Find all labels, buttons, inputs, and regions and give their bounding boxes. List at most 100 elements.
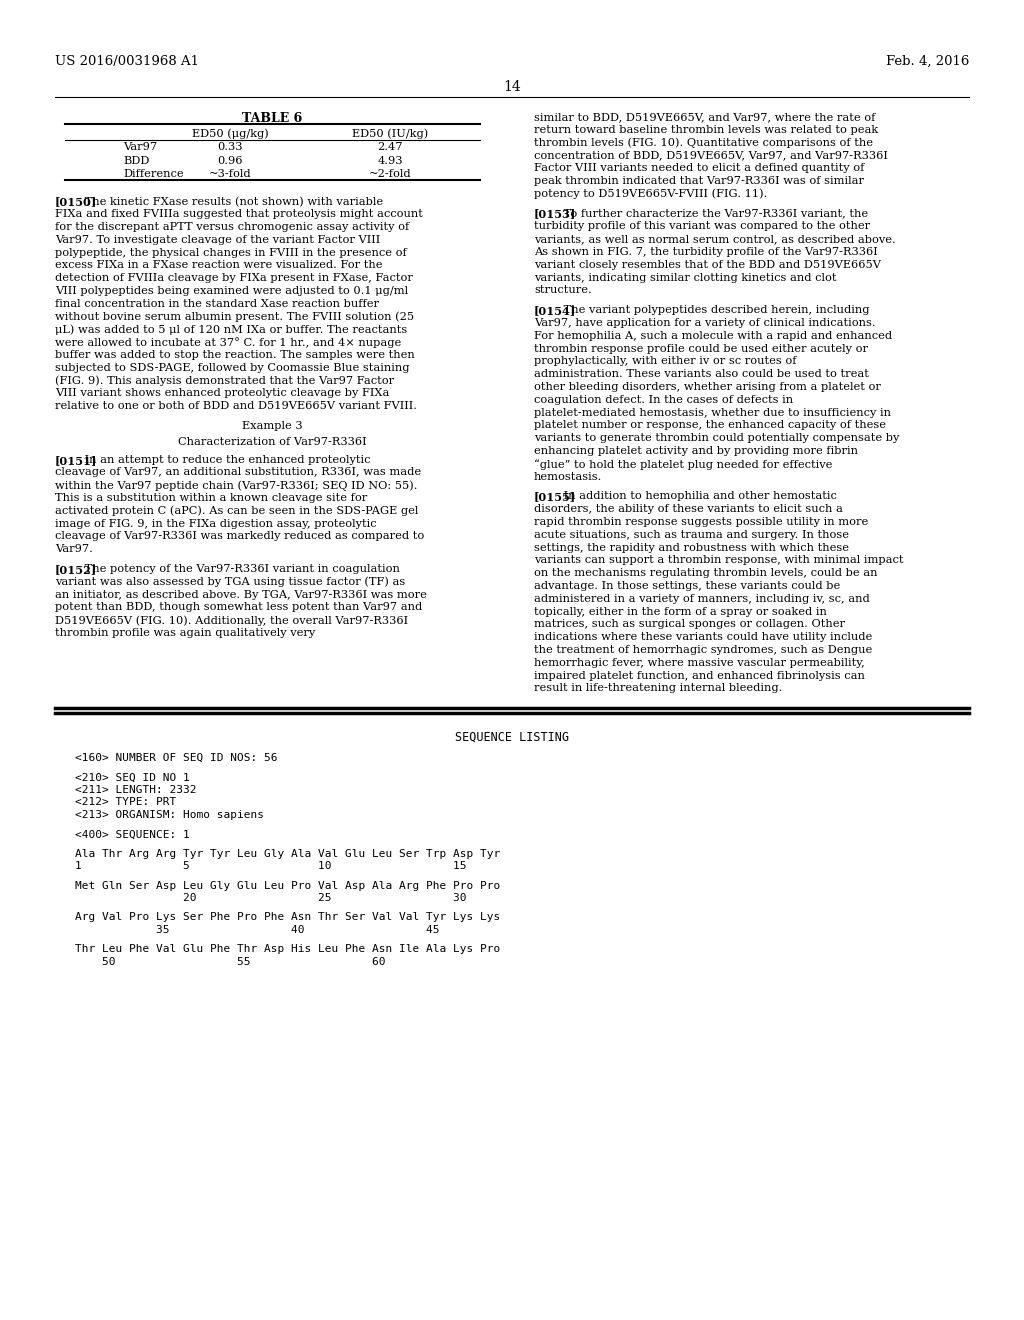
Text: 50                  55                  60: 50 55 60: [75, 957, 385, 966]
Text: subjected to SDS-PAGE, followed by Coomassie Blue staining: subjected to SDS-PAGE, followed by Cooma…: [55, 363, 410, 372]
Text: activated protein C (aPC). As can be seen in the SDS-PAGE gel: activated protein C (aPC). As can be see…: [55, 506, 419, 516]
Text: ~2-fold: ~2-fold: [369, 169, 412, 180]
Text: 2.47: 2.47: [377, 143, 402, 152]
Text: (FIG. 9). This analysis demonstrated that the Var97 Factor: (FIG. 9). This analysis demonstrated tha…: [55, 376, 394, 387]
Text: VIII variant shows enhanced proteolytic cleavage by FIXa: VIII variant shows enhanced proteolytic …: [55, 388, 389, 399]
Text: Ala Thr Arg Arg Tyr Tyr Leu Gly Ala Val Glu Leu Ser Trp Asp Tyr: Ala Thr Arg Arg Tyr Tyr Leu Gly Ala Val …: [75, 849, 501, 859]
Text: 14: 14: [503, 81, 521, 94]
Text: administration. These variants also could be used to treat: administration. These variants also coul…: [534, 370, 869, 379]
Text: excess FIXa in a FXase reaction were visualized. For the: excess FIXa in a FXase reaction were vis…: [55, 260, 383, 271]
Text: <400> SEQUENCE: 1: <400> SEQUENCE: 1: [75, 829, 189, 840]
Text: structure.: structure.: [534, 285, 592, 296]
Text: impaired platelet function, and enhanced fibrinolysis can: impaired platelet function, and enhanced…: [534, 671, 865, 681]
Text: final concentration in the standard Xase reaction buffer: final concentration in the standard Xase…: [55, 298, 379, 309]
Text: buffer was added to stop the reaction. The samples were then: buffer was added to stop the reaction. T…: [55, 350, 415, 360]
Text: administered in a variety of manners, including iv, sc, and: administered in a variety of manners, in…: [534, 594, 869, 603]
Text: detection of FVIIIa cleavage by FIXa present in FXase, Factor: detection of FVIIIa cleavage by FIXa pre…: [55, 273, 413, 284]
Text: return toward baseline thrombin levels was related to peak: return toward baseline thrombin levels w…: [534, 125, 879, 135]
Text: BDD: BDD: [123, 156, 150, 165]
Text: ~3-fold: ~3-fold: [209, 169, 251, 180]
Text: In addition to hemophilia and other hemostatic: In addition to hemophilia and other hemo…: [560, 491, 837, 502]
Text: The potency of the Var97-R336I variant in coagulation: The potency of the Var97-R336I variant i…: [81, 564, 400, 574]
Text: 0.96: 0.96: [217, 156, 243, 165]
Text: disorders, the ability of these variants to elicit such a: disorders, the ability of these variants…: [534, 504, 843, 515]
Text: This is a substitution within a known cleavage site for: This is a substitution within a known cl…: [55, 494, 368, 503]
Text: As shown in FIG. 7, the turbidity profile of the Var97-R336I: As shown in FIG. 7, the turbidity profil…: [534, 247, 878, 257]
Text: image of FIG. 9, in the FIXa digestion assay, proteolytic: image of FIG. 9, in the FIXa digestion a…: [55, 519, 377, 529]
Text: [0150]: [0150]: [55, 197, 97, 207]
Text: Var97, have application for a variety of clinical indications.: Var97, have application for a variety of…: [534, 318, 876, 327]
Text: <211> LENGTH: 2332: <211> LENGTH: 2332: [75, 785, 197, 795]
Text: [0151]: [0151]: [55, 454, 97, 466]
Text: polypeptide, the physical changes in FVIII in the presence of: polypeptide, the physical changes in FVI…: [55, 248, 407, 257]
Text: To further characterize the Var97-R336I variant, the: To further characterize the Var97-R336I …: [560, 209, 868, 219]
Text: <212> TYPE: PRT: <212> TYPE: PRT: [75, 797, 176, 808]
Text: 4.93: 4.93: [377, 156, 402, 165]
Text: [0152]: [0152]: [55, 564, 97, 576]
Text: For hemophilia A, such a molecule with a rapid and enhanced: For hemophilia A, such a molecule with a…: [534, 331, 892, 341]
Text: The variant polypeptides described herein, including: The variant polypeptides described herei…: [560, 305, 869, 315]
Text: Feb. 4, 2016: Feb. 4, 2016: [886, 55, 969, 69]
Text: 0.33: 0.33: [217, 143, 243, 152]
Text: cleavage of Var97-R336I was markedly reduced as compared to: cleavage of Var97-R336I was markedly red…: [55, 532, 424, 541]
Text: platelet number or response, the enhanced capacity of these: platelet number or response, the enhance…: [534, 420, 886, 430]
Text: Arg Val Pro Lys Ser Phe Pro Phe Asn Thr Ser Val Val Tyr Lys Lys: Arg Val Pro Lys Ser Phe Pro Phe Asn Thr …: [75, 912, 501, 923]
Text: variants, indicating similar clotting kinetics and clot: variants, indicating similar clotting ki…: [534, 273, 837, 282]
Text: Factor VIII variants needed to elicit a defined quantity of: Factor VIII variants needed to elicit a …: [534, 164, 864, 173]
Text: 1               5                   10                  15: 1 5 10 15: [75, 861, 467, 871]
Text: Var97.: Var97.: [55, 544, 93, 554]
Text: acute situations, such as trauma and surgery. In those: acute situations, such as trauma and sur…: [534, 529, 849, 540]
Text: were allowed to incubate at 37° C. for 1 hr., and 4× nupage: were allowed to incubate at 37° C. for 1…: [55, 338, 401, 348]
Text: ED50 (μg/kg): ED50 (μg/kg): [191, 128, 268, 139]
Text: similar to BDD, D519VE665V, and Var97, where the rate of: similar to BDD, D519VE665V, and Var97, w…: [534, 112, 876, 121]
Text: result in life-threatening internal bleeding.: result in life-threatening internal blee…: [534, 684, 782, 693]
Text: variant closely resembles that of the BDD and D519VE665V: variant closely resembles that of the BD…: [534, 260, 881, 269]
Text: μL) was added to 5 μl of 120 nM IXa or buffer. The reactants: μL) was added to 5 μl of 120 nM IXa or b…: [55, 325, 408, 335]
Text: indications where these variants could have utility include: indications where these variants could h…: [534, 632, 872, 643]
Text: advantage. In those settings, these variants could be: advantage. In those settings, these vari…: [534, 581, 841, 591]
Text: on the mechanisms regulating thrombin levels, could be an: on the mechanisms regulating thrombin le…: [534, 568, 878, 578]
Text: <210> SEQ ID NO 1: <210> SEQ ID NO 1: [75, 772, 189, 783]
Text: an initiator, as described above. By TGA, Var97-R336I was more: an initiator, as described above. By TGA…: [55, 590, 427, 599]
Text: Var97. To investigate cleavage of the variant Factor VIII: Var97. To investigate cleavage of the va…: [55, 235, 380, 246]
Text: “glue” to hold the platelet plug needed for effective: “glue” to hold the platelet plug needed …: [534, 459, 833, 470]
Text: TABLE 6: TABLE 6: [243, 112, 303, 125]
Text: 35                  40                  45: 35 40 45: [75, 925, 439, 935]
Text: variants, as well as normal serum control, as described above.: variants, as well as normal serum contro…: [534, 234, 896, 244]
Text: for the discrepant aPTT versus chromogenic assay activity of: for the discrepant aPTT versus chromogen…: [55, 222, 410, 232]
Text: thrombin profile was again qualitatively very: thrombin profile was again qualitatively…: [55, 628, 315, 638]
Text: variants to generate thrombin could potentially compensate by: variants to generate thrombin could pote…: [534, 433, 899, 444]
Text: Difference: Difference: [123, 169, 183, 180]
Text: prophylactically, with either iv or sc routes of: prophylactically, with either iv or sc r…: [534, 356, 797, 367]
Text: Thr Leu Phe Val Glu Phe Thr Asp His Leu Phe Asn Ile Ala Lys Pro: Thr Leu Phe Val Glu Phe Thr Asp His Leu …: [75, 944, 501, 954]
Text: FIXa and fixed FVIIIa suggested that proteolysis might account: FIXa and fixed FVIIIa suggested that pro…: [55, 210, 423, 219]
Text: In an attempt to reduce the enhanced proteolytic: In an attempt to reduce the enhanced pro…: [81, 454, 371, 465]
Text: topically, either in the form of a spray or soaked in: topically, either in the form of a spray…: [534, 607, 826, 616]
Text: hemorrhagic fever, where massive vascular permeability,: hemorrhagic fever, where massive vascula…: [534, 657, 864, 668]
Text: variant was also assessed by TGA using tissue factor (TF) as: variant was also assessed by TGA using t…: [55, 577, 406, 587]
Text: [0154]: [0154]: [534, 305, 577, 317]
Text: Met Gln Ser Asp Leu Gly Glu Leu Pro Val Asp Ala Arg Phe Pro Pro: Met Gln Ser Asp Leu Gly Glu Leu Pro Val …: [75, 880, 501, 891]
Text: thrombin response profile could be used either acutely or: thrombin response profile could be used …: [534, 343, 868, 354]
Text: [0155]: [0155]: [534, 491, 577, 503]
Text: SEQUENCE LISTING: SEQUENCE LISTING: [455, 730, 569, 743]
Text: concentration of BDD, D519VE665V, Var97, and Var97-R336I: concentration of BDD, D519VE665V, Var97,…: [534, 150, 888, 161]
Text: potent than BDD, though somewhat less potent than Var97 and: potent than BDD, though somewhat less po…: [55, 602, 422, 612]
Text: VIII polypeptides being examined were adjusted to 0.1 μg/ml: VIII polypeptides being examined were ad…: [55, 286, 409, 296]
Text: peak thrombin indicated that Var97-R336I was of similar: peak thrombin indicated that Var97-R336I…: [534, 176, 864, 186]
Text: The kinetic FXase results (not shown) with variable: The kinetic FXase results (not shown) wi…: [81, 197, 383, 207]
Text: rapid thrombin response suggests possible utility in more: rapid thrombin response suggests possibl…: [534, 517, 868, 527]
Text: platelet-mediated hemostasis, whether due to insufficiency in: platelet-mediated hemostasis, whether du…: [534, 408, 891, 417]
Text: Characterization of Var97-R336I: Characterization of Var97-R336I: [178, 437, 367, 447]
Text: cleavage of Var97, an additional substitution, R336I, was made: cleavage of Var97, an additional substit…: [55, 467, 421, 478]
Text: turbidity profile of this variant was compared to the other: turbidity profile of this variant was co…: [534, 222, 870, 231]
Text: other bleeding disorders, whether arising from a platelet or: other bleeding disorders, whether arisin…: [534, 381, 881, 392]
Text: potency to D519VE665V-FVIII (FIG. 11).: potency to D519VE665V-FVIII (FIG. 11).: [534, 189, 767, 199]
Text: Var97: Var97: [123, 143, 157, 152]
Text: <160> NUMBER OF SEQ ID NOS: 56: <160> NUMBER OF SEQ ID NOS: 56: [75, 754, 278, 763]
Text: settings, the rapidity and robustness with which these: settings, the rapidity and robustness wi…: [534, 543, 849, 553]
Text: enhancing platelet activity and by providing more fibrin: enhancing platelet activity and by provi…: [534, 446, 858, 455]
Text: hemostasis.: hemostasis.: [534, 471, 602, 482]
Text: US 2016/0031968 A1: US 2016/0031968 A1: [55, 55, 199, 69]
Text: [0153]: [0153]: [534, 209, 577, 219]
